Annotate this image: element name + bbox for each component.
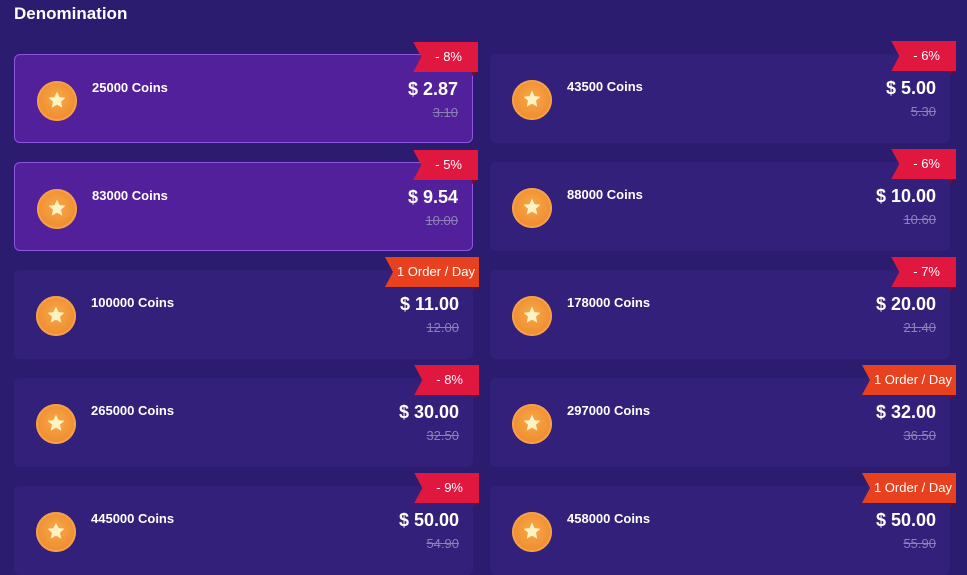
denomination-card[interactable]: 83000 Coins $ 9.54 10.00 - 5%	[14, 150, 478, 251]
discount-badge: - 5%	[413, 150, 478, 180]
original-price: 36.50	[903, 428, 936, 443]
discount-badge: - 6%	[891, 149, 956, 179]
denomination-card[interactable]: 458000 Coins $ 50.00 55.90 1 Order / Day	[490, 473, 956, 575]
coin-star-icon	[512, 188, 552, 228]
discount-badge: - 8%	[414, 365, 479, 395]
coin-amount: 297000 Coins	[567, 403, 651, 418]
discount-badge: - 9%	[414, 473, 479, 503]
price: $ 32.00	[875, 402, 936, 422]
price: $ 2.87	[407, 79, 458, 99]
coin-amount: 178000 Coins	[567, 295, 651, 310]
price: $ 11.00	[399, 294, 459, 314]
coin-amount: 25000 Coins	[92, 80, 168, 95]
coin-amount: 83000 Coins	[92, 188, 168, 203]
price: $ 50.00	[875, 510, 936, 530]
original-price: 32.50	[426, 428, 459, 443]
price: $ 20.00	[875, 294, 936, 314]
original-price: 21.40	[903, 320, 936, 335]
badge-fold	[950, 179, 956, 183]
coin-star-icon	[37, 189, 77, 229]
original-price: 3.10	[432, 105, 458, 120]
badge-fold	[950, 503, 956, 507]
page-title: Denomination	[14, 4, 128, 23]
coin-amount: 43500 Coins	[567, 79, 643, 94]
coin-amount: 458000 Coins	[567, 511, 651, 526]
denomination-card[interactable]: 445000 Coins $ 50.00 54.90 - 9%	[14, 473, 479, 575]
original-price: 10.00	[425, 213, 458, 228]
coin-amount: 445000 Coins	[91, 511, 175, 526]
coin-star-icon	[36, 404, 76, 444]
discount-badge: - 6%	[891, 41, 956, 71]
coin-amount: 88000 Coins	[567, 187, 643, 202]
badge-fold	[473, 503, 479, 507]
coin-amount: 265000 Coins	[91, 403, 175, 418]
denomination-card[interactable]: 25000 Coins $ 2.87 3.10 - 8%	[14, 42, 478, 143]
denomination-card[interactable]: 297000 Coins $ 32.00 36.50 1 Order / Day	[490, 365, 956, 467]
order-badge: 1 Order / Day	[861, 473, 956, 503]
badge-fold	[473, 395, 479, 399]
coin-star-icon	[512, 296, 552, 336]
original-price: 5.30	[910, 104, 936, 119]
badge-fold	[950, 287, 956, 291]
denomination-card[interactable]: 178000 Coins $ 20.00 21.40 - 7%	[490, 257, 956, 359]
denomination-card[interactable]: 88000 Coins $ 10.00 10.60 - 6%	[490, 149, 956, 251]
coin-star-icon	[37, 81, 77, 121]
price: $ 10.00	[875, 186, 936, 206]
original-price: 10.60	[903, 212, 936, 227]
badge-fold	[950, 395, 956, 399]
denomination-grid: 25000 Coins $ 2.87 3.10 - 8% 43500 Coins…	[14, 41, 956, 575]
denomination-card[interactable]: 100000 Coins $ 11.00 12.00 1 Order / Day	[14, 257, 479, 359]
original-price: 55.90	[903, 536, 936, 551]
badge-fold	[472, 72, 478, 76]
original-price: 12.00	[426, 320, 459, 335]
order-badge: 1 Order / Day	[384, 257, 479, 287]
denomination-card[interactable]: 43500 Coins $ 5.00 5.30 - 6%	[490, 41, 956, 143]
coin-star-icon	[512, 404, 552, 444]
coin-star-icon	[36, 512, 76, 552]
coin-star-icon	[512, 512, 552, 552]
coin-amount: 100000 Coins	[91, 295, 175, 310]
discount-badge: - 8%	[413, 42, 478, 72]
denomination-card[interactable]: 265000 Coins $ 30.00 32.50 - 8%	[14, 365, 479, 467]
original-price: 54.90	[426, 536, 459, 551]
price: $ 50.00	[398, 510, 459, 530]
discount-badge: - 7%	[891, 257, 956, 287]
coin-star-icon	[36, 296, 76, 336]
coin-star-icon	[512, 80, 552, 120]
order-badge: 1 Order / Day	[861, 365, 956, 395]
price: $ 5.00	[885, 78, 936, 98]
badge-fold	[473, 287, 479, 291]
price: $ 30.00	[398, 402, 459, 422]
badge-fold	[472, 180, 478, 184]
badge-fold	[950, 71, 956, 75]
price: $ 9.54	[407, 187, 458, 207]
